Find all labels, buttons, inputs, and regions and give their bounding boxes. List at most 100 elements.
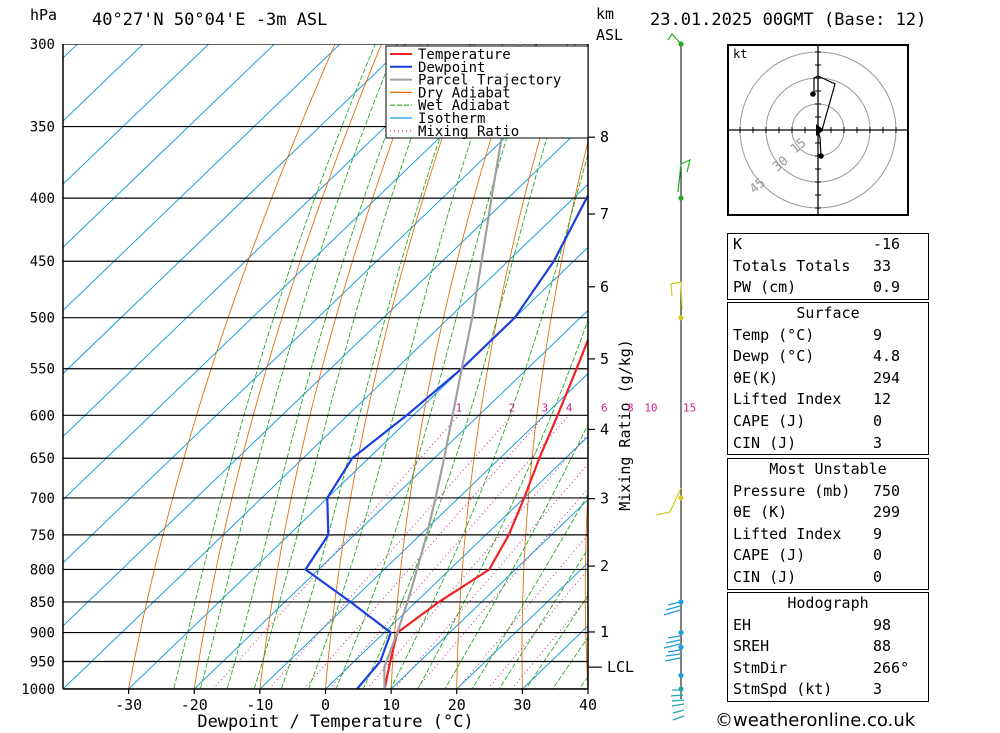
index-label: θE (K) bbox=[733, 503, 788, 522]
wind-level-dot bbox=[678, 315, 684, 321]
wet-adiabat-line bbox=[444, 423, 588, 689]
mixing-ratio-label: 6 bbox=[601, 401, 608, 414]
index-label: Dewp (°C) bbox=[733, 347, 815, 366]
pressure-tick-label: 300 bbox=[30, 37, 55, 53]
index-label: Lifted Index bbox=[733, 390, 842, 409]
dry-adiabat-line bbox=[647, 0, 712, 715]
mixing-ratio-line bbox=[394, 463, 588, 689]
wind-barb bbox=[670, 689, 685, 721]
mixing-ratio-line bbox=[511, 596, 588, 689]
pressure-tick-label: 750 bbox=[30, 528, 55, 544]
km-tick-label: 7 bbox=[600, 205, 609, 223]
legend-entry-label: Dewpoint bbox=[418, 60, 485, 76]
indices-table-hodograph: Hodograph EH 98 SREH 88 StmDir 266° StmSpd (kt)… bbox=[727, 592, 929, 702]
pressure-tick-label: 500 bbox=[30, 311, 55, 327]
isotherm-line bbox=[63, 44, 341, 312]
pressure-tick-label: 850 bbox=[30, 595, 55, 611]
wind-barb bbox=[670, 281, 683, 311]
wind-level-dot bbox=[678, 195, 684, 201]
temperature-line bbox=[383, 336, 588, 689]
wind-barb bbox=[664, 649, 681, 662]
mixing-ratio-label: 20 bbox=[711, 401, 712, 414]
pressure-tick-label: 900 bbox=[30, 626, 55, 642]
wind-level-dot bbox=[678, 686, 684, 692]
index-row: StmSpd (kt) 3 bbox=[728, 679, 928, 701]
wet-adiabat-line bbox=[551, 636, 588, 689]
isotherm-line bbox=[324, 435, 588, 689]
pressure-tick-label: 800 bbox=[30, 562, 55, 578]
mixing-ratio-line bbox=[366, 433, 588, 689]
legend-entry-label: Mixing Ratio bbox=[418, 124, 519, 140]
km-tick-label: 8 bbox=[600, 128, 609, 146]
index-value: 88 bbox=[873, 637, 892, 656]
hodograph-point bbox=[810, 91, 816, 97]
legend-entry-label: Isotherm bbox=[418, 111, 485, 127]
index-row: Lifted Index 12 bbox=[728, 389, 928, 411]
isotherm-line bbox=[63, 183, 588, 689]
index-value: 299 bbox=[873, 503, 901, 522]
index-label: SREH bbox=[733, 637, 770, 656]
index-row: Dewp (°C) 4.8 bbox=[728, 346, 928, 368]
index-row: CAPE (J) 0 bbox=[728, 545, 928, 567]
mixing-ratio-label: 1 bbox=[456, 401, 463, 414]
mixing-ratio-line bbox=[329, 414, 570, 689]
mixing-ratio-line bbox=[303, 414, 546, 689]
section-title: Most Unstable bbox=[769, 460, 887, 478]
index-label: CIN (J) bbox=[733, 567, 797, 586]
wet-adiabat-line bbox=[173, 44, 376, 689]
isotherm-line bbox=[259, 372, 588, 689]
wind-barb bbox=[655, 487, 682, 516]
mixing-ratio-label: 10 bbox=[644, 401, 657, 414]
index-label: CAPE (J) bbox=[733, 546, 806, 565]
plot-area bbox=[63, 0, 712, 715]
legend-entry-label: Wet Adiabat bbox=[418, 98, 511, 114]
isotherm-line bbox=[63, 120, 588, 627]
wind-level-dot bbox=[678, 495, 684, 501]
index-label: EH bbox=[733, 615, 752, 634]
index-value: 0 bbox=[873, 567, 883, 586]
index-row: Lifted Index 9 bbox=[728, 524, 928, 546]
hodograph-trace bbox=[813, 75, 836, 157]
x-tick-label: 10 bbox=[382, 696, 400, 714]
isotherm-line bbox=[63, 44, 276, 248]
index-row: Totals Totals 33 bbox=[728, 256, 928, 278]
pressure-tick-label: 450 bbox=[30, 254, 55, 270]
pressure-tick-label: 650 bbox=[30, 451, 55, 467]
index-label: K bbox=[733, 235, 743, 253]
indices-table-top: K -16 Totals Totals 33 PW (cm) 0.9 bbox=[727, 233, 929, 300]
index-row: Pressure (mb) 750 bbox=[728, 481, 928, 503]
isotherm-line bbox=[456, 562, 588, 689]
mixing-ratio-line bbox=[416, 487, 588, 689]
index-value: 750 bbox=[873, 481, 901, 500]
wind-barb bbox=[663, 601, 681, 616]
index-row: CAPE (J) 0 bbox=[728, 411, 928, 433]
isotherm-line bbox=[63, 44, 407, 375]
index-row: Temp (°C) 9 bbox=[728, 325, 928, 347]
storm-motion-marker bbox=[816, 124, 824, 136]
index-label: PW (cm) bbox=[733, 278, 797, 297]
index-value: -16 bbox=[873, 235, 901, 253]
index-row: θE (K) 299 bbox=[728, 502, 928, 524]
dewpoint-line bbox=[304, 193, 588, 689]
lcl-label: LCL bbox=[607, 658, 634, 676]
pressure-tick-label: 700 bbox=[30, 491, 55, 507]
km-tick-label: 1 bbox=[600, 623, 609, 641]
mixing-ratio-line bbox=[487, 568, 588, 689]
km-tick-label: 2 bbox=[600, 557, 609, 575]
dry-adiabat-line bbox=[584, 483, 588, 689]
pressure-unit-label: hPa bbox=[30, 6, 58, 24]
indices-table-most-unstable: Most Unstable Pressure (mb) 750 θE (K) 299 Li… bbox=[727, 458, 929, 590]
isotherm-line bbox=[193, 309, 588, 689]
index-value: 266° bbox=[873, 658, 910, 677]
datetime-title: 23.01.2025 00GMT (Base: 12) bbox=[650, 10, 927, 30]
index-value: 294 bbox=[873, 368, 901, 387]
isotherm-line bbox=[390, 499, 588, 689]
pressure-tick-label: 400 bbox=[30, 191, 55, 207]
index-row: SREH 88 bbox=[728, 636, 928, 658]
km-tick-label: 6 bbox=[600, 278, 609, 296]
mixing-ratio-axis-title: Mixing Ratio (g/kg) bbox=[616, 339, 634, 511]
index-row: θE(K) 294 bbox=[728, 368, 928, 390]
x-tick-label: 40 bbox=[579, 696, 597, 714]
hodograph-unit-label: kt bbox=[733, 47, 747, 61]
